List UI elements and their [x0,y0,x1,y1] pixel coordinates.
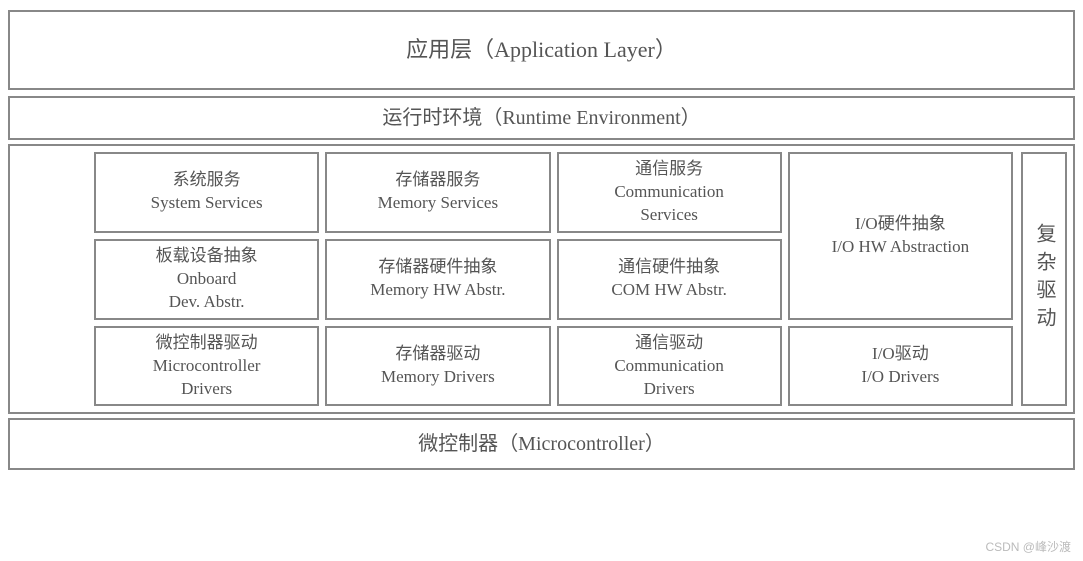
memory-hw-abstr: 存储器硬件抽象 Memory HW Abstr. [325,239,550,320]
system-services-cn: 系统服务 [173,169,241,192]
memory-drivers-cn: 存储器驱动 [395,343,480,366]
micro-drivers-en1: Microcontroller [153,355,261,378]
communication-drivers: 通信驱动 Communication Drivers [557,326,782,407]
application-layer-cn: 应用层 [406,35,472,66]
application-layer-en: （Application Layer） [472,35,677,66]
left-spacer [16,152,88,406]
memory-drivers: 存储器驱动 Memory Drivers [325,326,550,407]
system-services: 系统服务 System Services [94,152,319,233]
comm-drivers-en1: Communication [614,355,724,378]
comm-services-en1: Communication [614,181,724,204]
comm-services-en2: Services [640,204,698,227]
complex-driver: 复杂驱动 [1021,152,1067,406]
runtime-en: （Runtime Environment） [482,104,700,132]
io-hw-abstr-en: I/O HW Abstraction [832,236,970,259]
service-grid: 系统服务 System Services 存储器服务 Memory Servic… [94,152,1013,406]
io-drivers-en: I/O Drivers [861,366,939,389]
com-hw-abstr-en: COM HW Abstr. [611,279,726,302]
microcontroller-layer: 微控制器 （Microcontroller） [8,418,1075,470]
application-layer: 应用层 （Application Layer） [8,10,1075,90]
complex-driver-label: 复杂驱动 [1028,223,1060,335]
system-services-en: System Services [151,192,263,215]
onboard-dev-abstr: 板载设备抽象 Onboard Dev. Abstr. [94,239,319,320]
runtime-environment: 运行时环境 （Runtime Environment） [8,96,1075,140]
io-hw-abstr-cn: I/O硬件抽象 [855,213,946,236]
left-block: 系统服务 System Services 存储器服务 Memory Servic… [16,152,1013,406]
comm-services-cn: 通信服务 [635,158,703,181]
memory-services-cn: 存储器服务 [395,169,480,192]
microcontroller-cn: 微控制器 [418,430,498,458]
onboard-abstr-en1: Onboard [177,268,236,291]
comm-drivers-cn: 通信驱动 [635,332,703,355]
microcontroller-en: （Microcontroller） [498,430,665,458]
memory-hw-abstr-cn: 存储器硬件抽象 [378,256,497,279]
micro-drivers-cn: 微控制器驱动 [156,332,258,355]
io-drivers: I/O驱动 I/O Drivers [788,326,1013,407]
memory-drivers-en: Memory Drivers [381,366,495,389]
communication-services: 通信服务 Communication Services [557,152,782,233]
basic-software-layer: 系统服务 System Services 存储器服务 Memory Servic… [8,144,1075,414]
com-hw-abstr: 通信硬件抽象 COM HW Abstr. [557,239,782,320]
memory-hw-abstr-en: Memory HW Abstr. [370,279,505,302]
runtime-cn: 运行时环境 [382,104,482,132]
memory-services-en: Memory Services [378,192,498,215]
io-drivers-cn: I/O驱动 [872,343,929,366]
watermark: CSDN @峰沙渡 [985,538,1071,555]
io-hw-abstraction: I/O硬件抽象 I/O HW Abstraction [788,152,1013,320]
memory-services: 存储器服务 Memory Services [325,152,550,233]
micro-drivers-en2: Drivers [181,378,232,401]
onboard-abstr-en2: Dev. Abstr. [169,291,245,314]
comm-drivers-en2: Drivers [644,378,695,401]
com-hw-abstr-cn: 通信硬件抽象 [618,256,720,279]
onboard-abstr-cn: 板载设备抽象 [156,245,258,268]
microcontroller-drivers: 微控制器驱动 Microcontroller Drivers [94,326,319,407]
